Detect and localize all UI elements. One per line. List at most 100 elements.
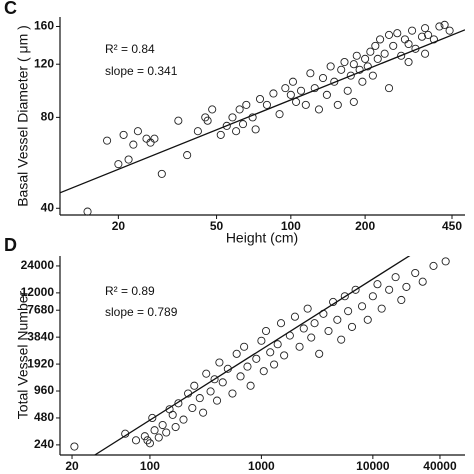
- data-point: [303, 304, 312, 313]
- y-tick-label: 3840: [27, 329, 54, 343]
- data-point: [235, 105, 244, 114]
- data-point: [129, 140, 138, 149]
- annotation: R² = 0.89: [105, 284, 155, 298]
- x-tick-label: 50: [210, 219, 224, 233]
- data-point: [269, 89, 278, 98]
- data-point: [361, 54, 370, 63]
- x-axis-label: Height (cm): [226, 230, 298, 246]
- data-point: [380, 49, 389, 58]
- data-point: [195, 394, 204, 403]
- data-point: [162, 428, 171, 437]
- data-point: [330, 77, 339, 86]
- data-point: [421, 49, 430, 58]
- data-point: [199, 408, 208, 417]
- x-tick-label: 10000: [356, 459, 390, 473]
- data-point: [243, 362, 252, 371]
- data-point: [373, 54, 382, 63]
- data-point: [203, 116, 212, 125]
- data-point: [324, 326, 333, 336]
- data-point: [404, 39, 413, 49]
- panel-label: C: [4, 0, 17, 18]
- data-point: [299, 324, 308, 333]
- data-point: [222, 121, 231, 130]
- data-point: [148, 413, 157, 423]
- data-point: [349, 97, 358, 106]
- data-point: [133, 127, 142, 136]
- data-point: [259, 367, 268, 376]
- data-point: [411, 268, 420, 278]
- data-point: [310, 84, 319, 93]
- data-point: [389, 41, 398, 50]
- data-point: [119, 130, 128, 139]
- data-point: [418, 277, 427, 286]
- data-point: [174, 116, 183, 125]
- y-tick-label: 24000: [21, 258, 55, 272]
- data-point: [301, 100, 310, 109]
- data-point: [310, 319, 319, 328]
- data-point: [307, 333, 316, 342]
- data-point: [385, 285, 394, 294]
- data-point: [190, 381, 199, 390]
- y-tick-label: 12000: [21, 285, 55, 299]
- data-point: [368, 292, 377, 301]
- data-point: [158, 420, 167, 430]
- data-point: [296, 86, 306, 95]
- data-point: [366, 47, 375, 56]
- y-tick-label: 7680: [27, 302, 54, 316]
- data-point: [103, 136, 112, 145]
- data-point: [183, 151, 192, 160]
- data-point: [347, 322, 357, 331]
- data-point: [232, 349, 241, 358]
- y-tick-label: 80: [41, 110, 55, 124]
- panel-label: D: [4, 235, 17, 255]
- data-point: [150, 426, 159, 435]
- data-point: [445, 26, 454, 35]
- data-point: [435, 22, 444, 31]
- data-point: [429, 261, 438, 270]
- y-tick-label: 1920: [27, 356, 54, 370]
- y-axis-label: Total Vessel Number: [15, 290, 31, 419]
- data-point: [358, 77, 367, 86]
- data-point: [168, 410, 177, 419]
- annotation: slope = 0.341: [105, 64, 178, 78]
- data-point: [326, 62, 335, 71]
- data-point: [262, 100, 271, 109]
- fit-line: [60, 29, 465, 194]
- data-point: [124, 155, 133, 164]
- data-point: [179, 415, 188, 424]
- data-point: [276, 319, 286, 328]
- data-point: [216, 130, 225, 139]
- data-point: [344, 307, 353, 316]
- data-point: [421, 24, 430, 33]
- x-tick-label: 100: [281, 219, 301, 233]
- data-point: [188, 403, 197, 413]
- data-point: [397, 51, 406, 60]
- data-point: [393, 29, 402, 38]
- data-point: [146, 138, 155, 147]
- data-point: [376, 35, 385, 44]
- data-point: [212, 396, 222, 405]
- data-point: [215, 358, 224, 367]
- data-point: [154, 433, 163, 442]
- data-point: [238, 120, 248, 129]
- data-point: [288, 77, 298, 86]
- data-point: [131, 436, 141, 445]
- data-point: [346, 71, 355, 80]
- data-point: [210, 375, 219, 384]
- data-point: [255, 95, 265, 104]
- data-point: [228, 113, 237, 122]
- data-point: [286, 90, 295, 99]
- data-point: [257, 336, 266, 345]
- y-tick-label: 160: [34, 19, 54, 33]
- data-point: [377, 304, 386, 313]
- data-point: [174, 399, 183, 408]
- data-point: [391, 273, 400, 282]
- data-point: [145, 439, 154, 448]
- data-point: [270, 360, 279, 369]
- data-point: [343, 86, 352, 95]
- data-point: [408, 26, 417, 35]
- data-point: [202, 369, 211, 378]
- x-tick-label: 20: [65, 459, 79, 473]
- data-point: [232, 127, 241, 136]
